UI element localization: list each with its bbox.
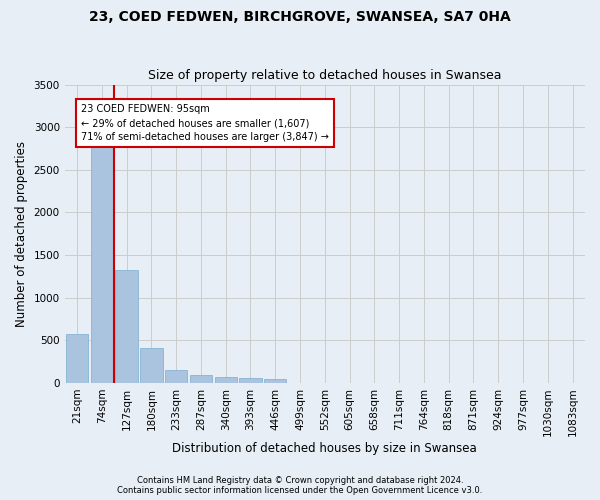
Bar — [215, 378, 237, 383]
Text: 23 COED FEDWEN: 95sqm
← 29% of detached houses are smaller (1,607)
71% of semi-d: 23 COED FEDWEN: 95sqm ← 29% of detached … — [81, 104, 329, 142]
Bar — [66, 334, 88, 383]
Bar — [264, 378, 286, 383]
Y-axis label: Number of detached properties: Number of detached properties — [15, 141, 28, 327]
Bar — [140, 348, 163, 383]
Bar — [190, 376, 212, 383]
Bar — [239, 378, 262, 383]
Title: Size of property relative to detached houses in Swansea: Size of property relative to detached ho… — [148, 69, 502, 82]
Text: 23, COED FEDWEN, BIRCHGROVE, SWANSEA, SA7 0HA: 23, COED FEDWEN, BIRCHGROVE, SWANSEA, SA… — [89, 10, 511, 24]
Bar — [115, 270, 138, 383]
X-axis label: Distribution of detached houses by size in Swansea: Distribution of detached houses by size … — [172, 442, 477, 455]
Bar — [91, 136, 113, 383]
Bar — [165, 370, 187, 383]
Text: Contains HM Land Registry data © Crown copyright and database right 2024.
Contai: Contains HM Land Registry data © Crown c… — [118, 476, 482, 495]
